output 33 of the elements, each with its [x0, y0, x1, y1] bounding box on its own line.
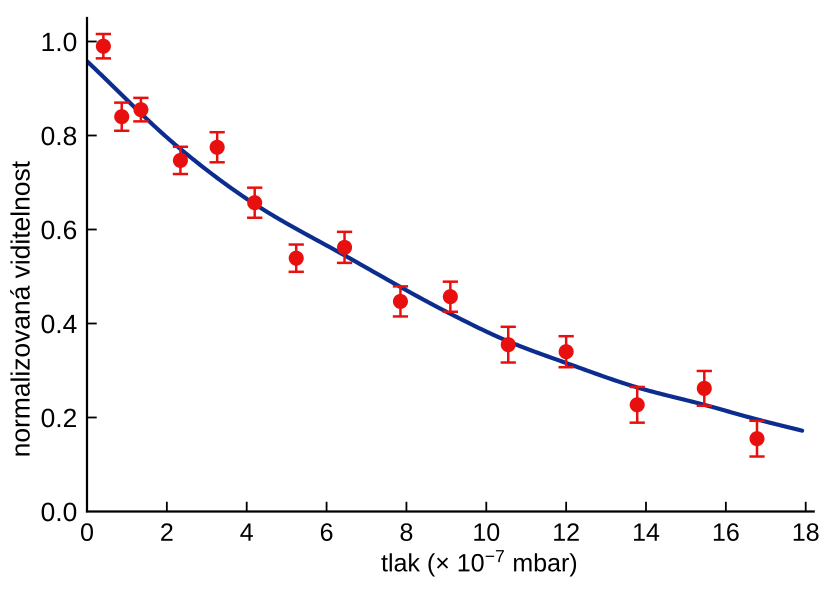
x-tick-label: 8	[400, 523, 412, 541]
point	[133, 102, 148, 118]
y-axis-title: normalizovaná viditelnost	[10, 161, 30, 456]
point	[247, 195, 262, 210]
x-tick-label: 4	[240, 524, 253, 541]
y-tick-label: 0.8	[42, 126, 76, 146]
x-tick-label: 10	[474, 523, 500, 541]
point	[558, 344, 574, 360]
y-tick-label: 0.6	[42, 220, 76, 240]
x-tick-label: 0	[81, 523, 93, 541]
y-tick-label: 1.0	[42, 32, 76, 52]
point	[696, 380, 712, 396]
point	[442, 289, 458, 304]
x-tick-label: 12	[554, 523, 579, 541]
point	[172, 152, 188, 168]
x-tick-label: 14	[634, 524, 660, 541]
point	[336, 240, 352, 255]
point	[500, 337, 516, 352]
point	[630, 397, 645, 412]
x-tick-label: 2	[161, 523, 173, 541]
point	[288, 250, 304, 266]
x-tick-label: 6	[320, 523, 332, 541]
x-axis-title: tlak (× 10$^{−7}$ mbar)	[381, 550, 576, 577]
x-tick-label: 18	[794, 523, 819, 541]
point	[210, 140, 225, 155]
y-tick-label: 0.0	[42, 502, 76, 522]
point	[96, 38, 111, 54]
point	[392, 294, 408, 309]
y-tick-label: 0.2	[42, 408, 76, 428]
point	[114, 109, 130, 124]
x-tick-label: 16	[714, 523, 739, 541]
y-tick-label: 0.4	[42, 314, 77, 334]
point	[749, 431, 765, 446]
